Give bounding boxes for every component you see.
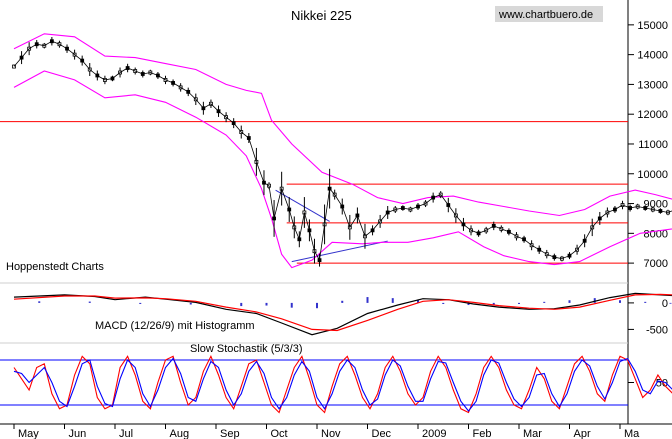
x-tick-label: Jul	[119, 428, 133, 439]
macd-signal-line	[13, 293, 672, 332]
watermark-label: Hoppenstedt Charts	[6, 261, 104, 273]
x-tick-label: Aug	[170, 428, 190, 439]
x-tick-label: May	[18, 428, 39, 439]
price-line	[13, 40, 672, 262]
price-y-tick-label: 7000	[644, 258, 668, 270]
macd-y-tick-label: -500	[646, 324, 668, 336]
price-y-tick-label: 8000	[644, 228, 668, 240]
trend-line	[291, 240, 388, 263]
price-y-tick-label: 9000	[644, 199, 668, 211]
macd-y-tick-label: 0	[662, 298, 668, 310]
trend-line	[275, 189, 330, 222]
x-tick-label: Dec	[372, 428, 392, 439]
stoch-pct-k-line	[13, 354, 672, 414]
price-y-tick-label: 10000	[637, 169, 668, 181]
price-y-tick-label: 13000	[637, 79, 668, 91]
x-tick-label: 2009	[422, 428, 446, 439]
x-tick-label: Mar	[523, 428, 542, 439]
stoch-y-tick-label: 50	[656, 378, 668, 390]
x-tick-label: Apr	[574, 428, 591, 439]
stoch-pct-d-line	[13, 357, 672, 412]
x-tick-label: Feb	[473, 428, 492, 439]
x-tick-label: Sep	[220, 428, 240, 439]
price-y-tick-label: 11000	[638, 139, 668, 151]
bollinger-band-line	[13, 70, 672, 269]
x-tick-label: Ma	[624, 428, 640, 439]
source-label: www.chartbuero.de	[498, 9, 593, 21]
stochastic-chart-title: Slow Stochastik (5/3/3)	[190, 343, 303, 355]
price-chart-title: Nikkei 225	[291, 8, 352, 23]
price-y-tick-label: 15000	[637, 20, 668, 32]
price-y-tick-label: 12000	[637, 109, 668, 121]
macd-macd-line	[13, 292, 672, 336]
price-y-tick-label: 14000	[637, 50, 668, 62]
macd-chart-title: MACD (12/26/9) mit Histogramm	[95, 320, 255, 332]
bollinger-band-line	[13, 33, 672, 217]
x-tick-label: Jun	[69, 428, 87, 439]
x-tick-label: Nov	[321, 428, 341, 439]
source-badge	[495, 6, 603, 22]
price-candle	[12, 64, 16, 69]
x-tick-label: Oct	[271, 428, 288, 439]
